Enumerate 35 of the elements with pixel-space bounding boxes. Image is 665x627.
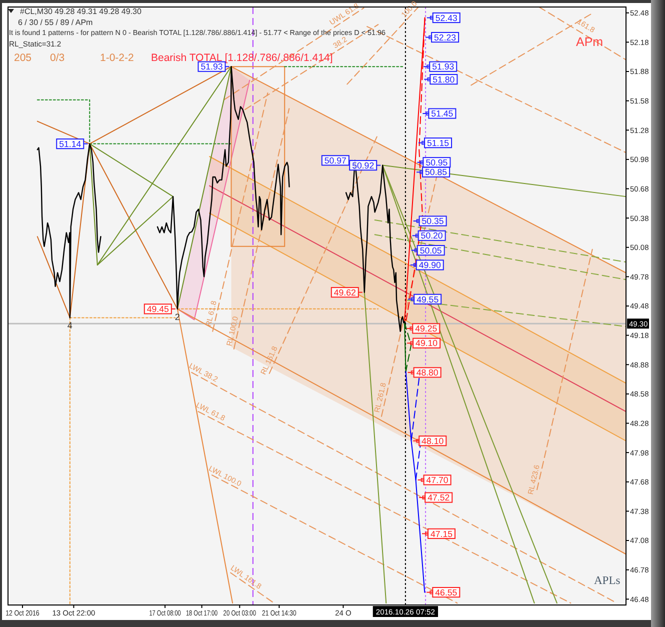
- annotation: 51.93: [200, 62, 223, 72]
- annotation: 47.70: [426, 475, 448, 486]
- annotation: 51.80: [432, 74, 455, 84]
- annotation: APm: [576, 35, 604, 49]
- annotation: 48.80: [416, 368, 438, 378]
- annotation: 52.43: [435, 12, 458, 23]
- annotation: 49.45: [146, 304, 170, 314]
- annotation: 49.55: [416, 294, 439, 304]
- text: 6 / 30 / 55 / 89 / APm: [18, 18, 94, 27]
- annotation: 49.90: [418, 260, 441, 270]
- annotation: 47.52: [428, 492, 450, 503]
- annotation: 51.14: [59, 138, 82, 149]
- annotation: 50.92: [352, 160, 374, 170]
- annotation: 47.15: [430, 528, 453, 539]
- annotation: 49.25: [415, 324, 438, 334]
- annotation: 50.95: [426, 157, 448, 168]
- annotation: 0/3: [50, 52, 65, 64]
- annotation: 52.23: [434, 32, 456, 42]
- annotation: 50.97: [324, 156, 347, 166]
- annotation: 49.10: [416, 338, 438, 348]
- annotation: 50.20: [420, 230, 443, 241]
- chart-title: #CL,M30 49.28 49.31 49.28 49.30: [20, 7, 142, 16]
- annotation: 48.10: [422, 436, 444, 446]
- annotation: 50.85: [425, 167, 448, 178]
- annotation: 50.35: [422, 216, 444, 226]
- annotation: 51.15: [427, 138, 450, 148]
- annotation: 46.55: [435, 587, 458, 598]
- annotation: 1-0-2-2: [100, 52, 134, 64]
- annotation: 205: [14, 52, 32, 64]
- annotation: 51.45: [431, 108, 454, 119]
- annotation: 49.62: [334, 287, 356, 298]
- annotation: 50.05: [420, 245, 442, 256]
- annotation: APLs: [594, 575, 621, 587]
- annotation: 4: [67, 320, 72, 331]
- annotation: 51.93: [432, 62, 454, 72]
